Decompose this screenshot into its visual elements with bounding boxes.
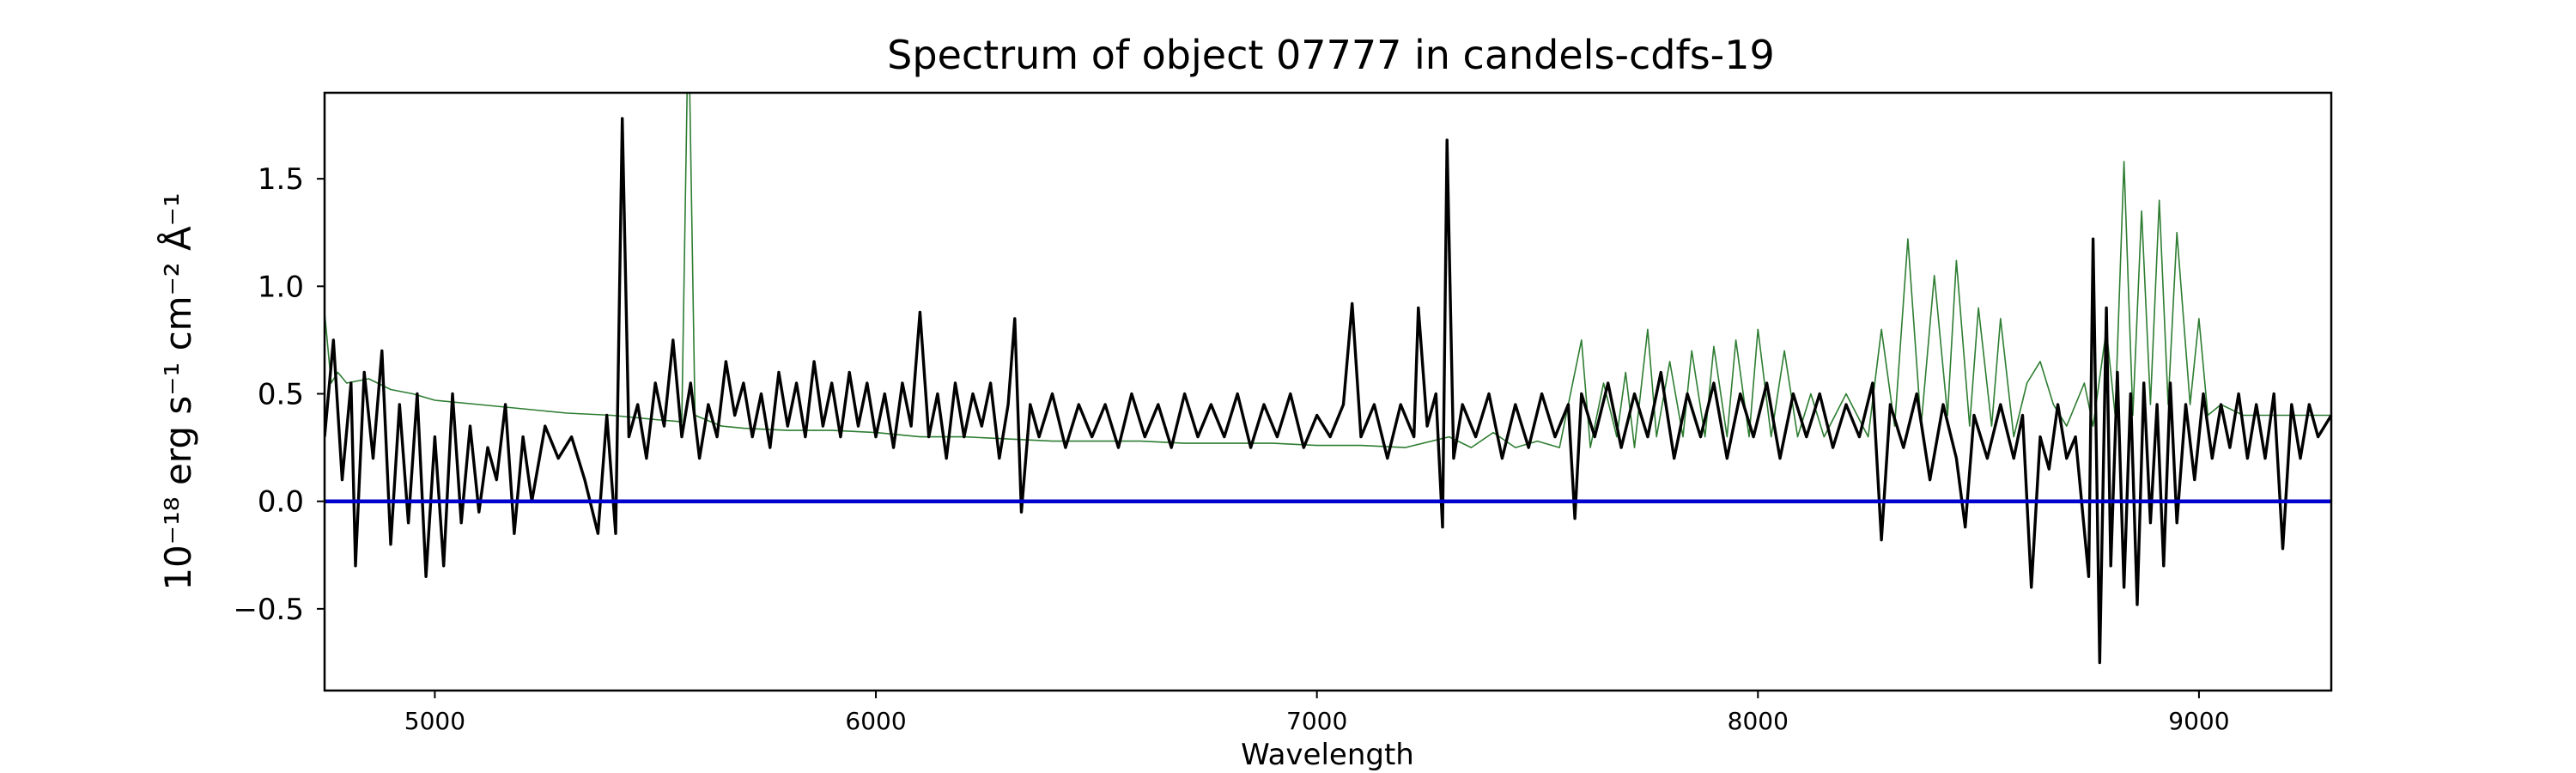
x-axis-ticks: 5000 6000 7000 8000 9000	[404, 691, 2230, 735]
series-layer	[325, 93, 2331, 665]
y-tick-label: −0.5	[233, 593, 304, 627]
x-tick-label: 5000	[404, 707, 465, 735]
y-tick-label: 1.0	[258, 270, 304, 304]
x-tick-label: 8000	[1728, 707, 1789, 735]
chart-title: Spectrum of object 07777 in candels-cdfs…	[887, 32, 1775, 78]
x-axis-label: Wavelength	[1241, 738, 1414, 772]
plot-frame	[323, 91, 2333, 692]
x-tick-label: 9000	[2168, 707, 2229, 735]
y-tick-label: 0.0	[258, 485, 304, 520]
y-axis-ticks: −0.5 0.0 0.5 1.0 1.5	[233, 162, 325, 627]
observed-flux-line	[325, 117, 2331, 665]
x-tick-label: 6000	[845, 707, 906, 735]
y-tick-label: 0.5	[258, 378, 304, 412]
plot-area	[323, 91, 2333, 692]
x-tick-label: 7000	[1286, 707, 1347, 735]
y-tick-label: 1.5	[258, 162, 304, 197]
y-axis-label: 10⁻¹⁸ erg s⁻¹ cm⁻² Å⁻¹	[156, 192, 199, 590]
plot-background	[325, 93, 2331, 691]
